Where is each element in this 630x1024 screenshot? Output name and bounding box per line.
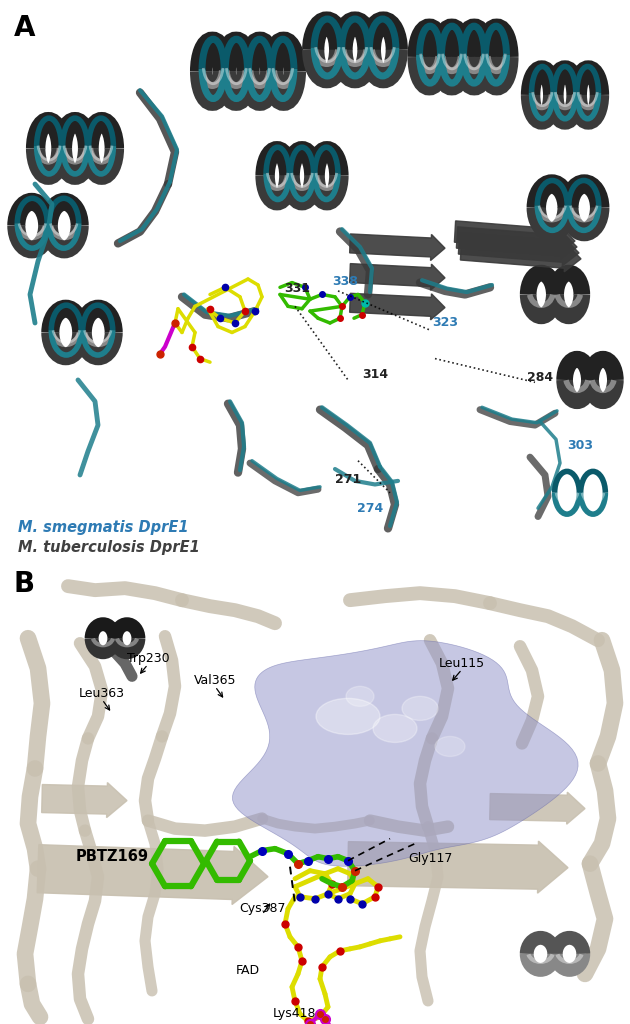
Text: 338: 338 [332,274,358,288]
FancyArrow shape [42,782,127,817]
Text: M. tuberculosis DprE1: M. tuberculosis DprE1 [18,541,200,555]
PathPatch shape [232,641,578,866]
Text: 314: 314 [362,368,388,381]
Text: PBTZ169: PBTZ169 [76,849,149,864]
Text: 274: 274 [357,502,383,515]
Ellipse shape [346,686,374,707]
Text: 271: 271 [335,473,361,486]
Text: Leu363: Leu363 [79,687,125,699]
Ellipse shape [435,736,465,757]
FancyArrow shape [37,845,268,904]
FancyArrow shape [350,263,445,290]
Text: Val365: Val365 [194,674,236,687]
FancyArrow shape [459,232,579,266]
Text: 303: 303 [567,438,593,452]
Ellipse shape [316,698,380,734]
Text: Leu115: Leu115 [439,656,485,670]
Text: Lys418: Lys418 [273,1008,317,1021]
Text: Trp230: Trp230 [127,652,169,665]
Text: 331: 331 [284,282,310,295]
Text: A: A [14,14,35,42]
FancyArrow shape [490,793,585,824]
Text: Gly117: Gly117 [408,852,452,865]
FancyArrow shape [350,293,445,319]
FancyArrow shape [454,221,575,254]
Text: FAD: FAD [236,965,260,977]
Ellipse shape [373,715,417,742]
Text: 284: 284 [527,371,553,384]
Text: B: B [14,570,35,598]
Text: 323: 323 [432,316,458,330]
Text: M. smegmatis DprE1: M. smegmatis DprE1 [18,520,188,536]
FancyArrow shape [456,227,577,260]
FancyArrow shape [348,841,568,893]
FancyArrow shape [461,239,581,271]
FancyArrow shape [350,233,445,260]
Text: Cys387: Cys387 [239,902,285,915]
Ellipse shape [402,696,438,721]
